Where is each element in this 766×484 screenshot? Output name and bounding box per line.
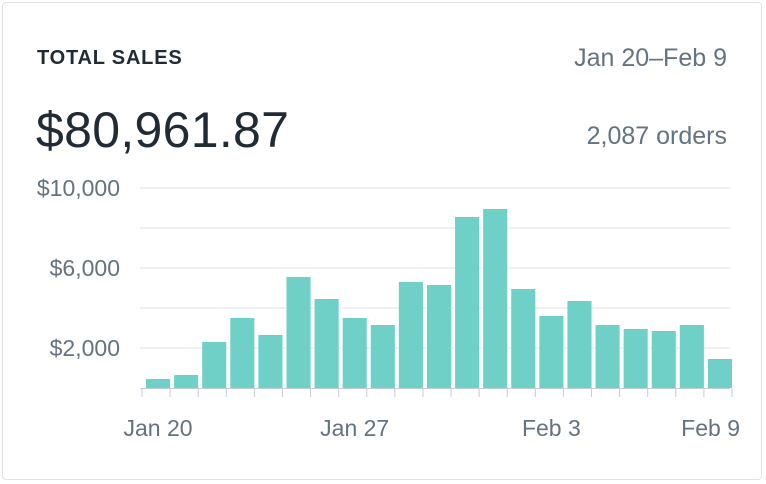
x-tick-label: Feb 3 (522, 415, 581, 441)
bar[interactable] (230, 318, 255, 388)
bar[interactable] (342, 318, 367, 388)
y-tick-label: $6,000 (50, 255, 120, 281)
bar[interactable] (511, 289, 536, 388)
bar[interactable] (623, 329, 648, 388)
x-tick-label: Jan 20 (124, 415, 193, 441)
bar[interactable] (679, 325, 704, 388)
x-tick-label: Jan 27 (320, 415, 389, 441)
y-tick-label: $2,000 (50, 335, 120, 361)
bar[interactable] (539, 316, 564, 388)
bar[interactable] (314, 299, 339, 388)
bar[interactable] (146, 379, 171, 388)
y-tick-label: $10,000 (37, 175, 120, 201)
orders-count: 2,087 orders (586, 122, 727, 150)
total-sales-value: $80,961.87 (36, 102, 290, 158)
x-tick-label: Feb 9 (681, 415, 740, 441)
bar[interactable] (651, 331, 676, 388)
bar[interactable] (595, 325, 620, 388)
bar[interactable] (483, 209, 508, 388)
bar[interactable] (455, 217, 480, 388)
bar[interactable] (202, 342, 227, 388)
date-range: Jan 20–Feb 9 (574, 44, 727, 72)
bar[interactable] (398, 282, 423, 388)
total-sales-card: TOTAL SALES Jan 20–Feb 9 $80,961.87 2,08… (2, 2, 762, 480)
bar[interactable] (174, 375, 199, 388)
card-title: TOTAL SALES (37, 47, 183, 69)
bar[interactable] (426, 285, 452, 388)
bar[interactable] (258, 335, 283, 388)
bar[interactable] (707, 359, 732, 388)
bar[interactable] (286, 277, 311, 388)
bar[interactable] (567, 301, 592, 388)
bar[interactable] (370, 325, 395, 388)
